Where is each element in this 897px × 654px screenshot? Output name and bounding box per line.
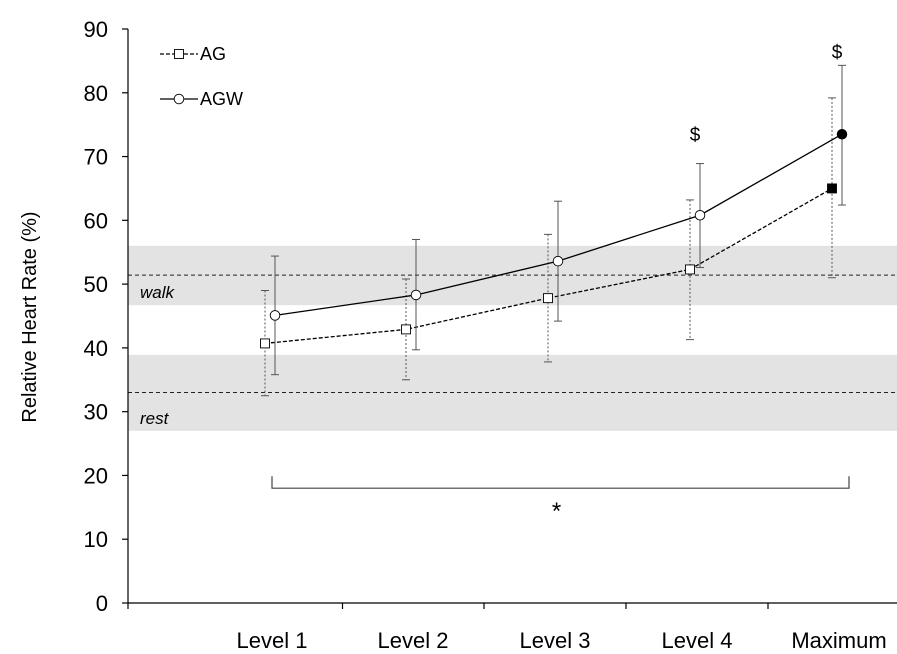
legend-label: AG	[200, 44, 226, 64]
axes: 0 10 20 30 40 50 60 70 80 90 Level 1 Level 2 Level 3…	[84, 17, 897, 653]
y-tick-label: 40	[84, 336, 108, 361]
data-series	[260, 64, 848, 397]
x-tick-label: Level 4	[662, 628, 733, 653]
band-label-walk: walk	[140, 283, 176, 302]
significance-marker: $	[832, 42, 843, 63]
band-label-rest: rest	[140, 409, 170, 428]
annotations: $ $ *	[271, 42, 850, 525]
y-tick-label: 20	[84, 463, 108, 488]
y-tick-label: 50	[84, 272, 108, 297]
series-line	[264, 187, 833, 345]
data-point	[694, 209, 706, 221]
y-tick-label: 30	[84, 400, 108, 425]
data-point	[269, 310, 281, 321]
y-tick-label: 10	[84, 527, 108, 552]
legend-label: AGW	[200, 89, 243, 109]
legend-marker	[173, 93, 185, 105]
y-tick-label: 0	[96, 591, 108, 616]
y-tick-label: 70	[84, 145, 108, 170]
series-agw	[269, 64, 848, 376]
x-tick-label: Level 1	[237, 628, 308, 653]
legend: AG AGW	[160, 44, 243, 109]
data-point	[543, 293, 553, 304]
data-point	[410, 289, 422, 301]
bracket-label: *	[552, 498, 561, 525]
reference-bands: walk rest	[128, 245, 897, 431]
y-tick-label: 60	[84, 208, 108, 233]
legend-item-agw: AGW	[160, 89, 243, 109]
data-point	[401, 324, 411, 335]
y-axis-title: Relative Heart Rate (%)	[19, 211, 41, 422]
legend-item-ag: AG	[160, 44, 226, 64]
y-tick-label: 80	[84, 81, 108, 106]
legend-marker	[174, 49, 184, 59]
y-tick-label: 90	[84, 17, 108, 42]
x-tick-label: Level 2	[378, 628, 449, 653]
data-point	[836, 128, 848, 140]
significance-marker: $	[690, 125, 701, 146]
data-point	[685, 264, 695, 275]
data-point	[827, 183, 837, 194]
x-tick-label: Maximum	[791, 628, 886, 653]
significance-bracket	[271, 476, 850, 489]
x-tick-label: Level 3	[520, 628, 591, 653]
data-point	[552, 255, 564, 267]
data-point	[260, 338, 270, 349]
